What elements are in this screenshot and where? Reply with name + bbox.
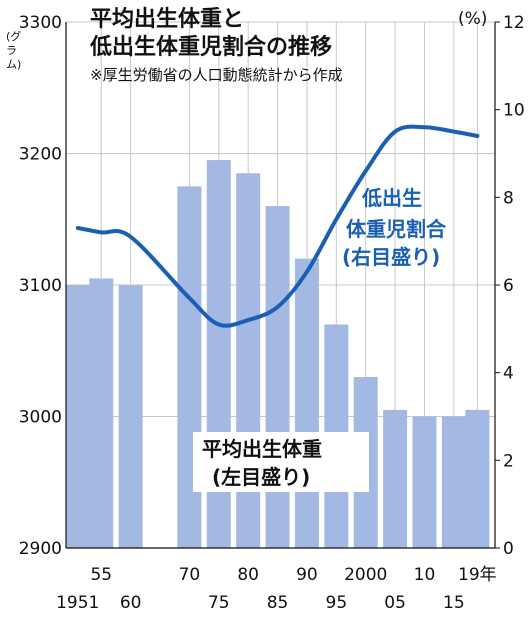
right-tick-label: 10: [503, 101, 525, 121]
x-tick-label-lower: 75: [208, 593, 230, 613]
bar: [265, 206, 290, 548]
chart-title-line1: 平均出生体重と: [90, 7, 245, 32]
x-tick-label-lower: 95: [326, 593, 348, 613]
left-unit-label-2: ラ: [6, 44, 17, 57]
chart-subtitle: ※厚生労働省の人口動態統計から作成: [90, 66, 343, 84]
x-tick-label-upper: 90: [296, 565, 318, 585]
line-annotation-line3: (右目盛り): [342, 245, 440, 269]
bar: [118, 285, 143, 548]
bar: [89, 278, 114, 548]
x-tick-label-upper: 2000: [344, 565, 387, 585]
x-tick-label-upper: 19年: [458, 565, 497, 585]
right-tick-label: 8: [503, 188, 514, 208]
x-tick-label-upper: 70: [179, 565, 201, 585]
x-tick-label-upper: 80: [237, 565, 259, 585]
bar: [412, 416, 437, 548]
bar: [177, 186, 202, 548]
left-unit-label-1: (グ: [6, 29, 21, 43]
line-series: [75, 124, 480, 328]
bar: [383, 409, 408, 548]
line-path: [75, 124, 480, 328]
right-tick-label: 2: [503, 451, 514, 471]
bar-annotation-bg: [193, 432, 369, 492]
x-tick-label-upper: 55: [90, 565, 112, 585]
left-tick-label: 3200: [19, 145, 62, 165]
left-tick-label: 3000: [19, 408, 62, 428]
left-tick-label: 3100: [19, 276, 62, 296]
bar: [294, 258, 319, 548]
bar-annotation-line2: (左目盛り): [212, 465, 310, 489]
right-tick-label: 4: [503, 364, 514, 384]
x-tick-label-lower: 05: [384, 593, 406, 613]
left-tick-label: 2900: [19, 539, 62, 559]
line-annotation-line2: 体重児割合: [346, 217, 447, 241]
right-unit-label: (%): [458, 9, 487, 29]
bar-annotation-line1: 平均出生体重: [202, 437, 322, 461]
title-block: 平均出生体重と 低出生体重児割合の推移 ※厚生労働省の人口動態統計から作成: [90, 6, 343, 86]
line-annotation-line1: 低出生: [361, 186, 422, 210]
bar: [441, 416, 466, 548]
left-unit-label-3: ム): [6, 58, 21, 71]
x-tick-label-lower: 85: [267, 593, 289, 613]
line-annotation: 低出生 体重児割合 (右目盛り): [342, 186, 447, 269]
x-tick-label-upper: 10: [414, 565, 436, 585]
bar: [65, 285, 90, 548]
chart-title-line2: 低出生体重児割合の推移: [90, 35, 333, 60]
x-tick-label-lower: 1951: [56, 593, 99, 613]
bar: [465, 409, 490, 548]
right-tick-label: 0: [503, 539, 514, 559]
x-tick-label-lower: 15: [443, 593, 465, 613]
bar-annotation: 平均出生体重 (左目盛り): [193, 432, 369, 492]
right-tick-label: 6: [503, 276, 514, 296]
x-tick-label-lower: 60: [120, 593, 142, 613]
left-tick-label: 3300: [19, 13, 62, 33]
right-tick-label: 12: [503, 13, 525, 33]
axes: 2900 3000 3100 3200 3300 0 2 4 6 8 10 12 55 70 80 90 200…: [19, 13, 525, 613]
